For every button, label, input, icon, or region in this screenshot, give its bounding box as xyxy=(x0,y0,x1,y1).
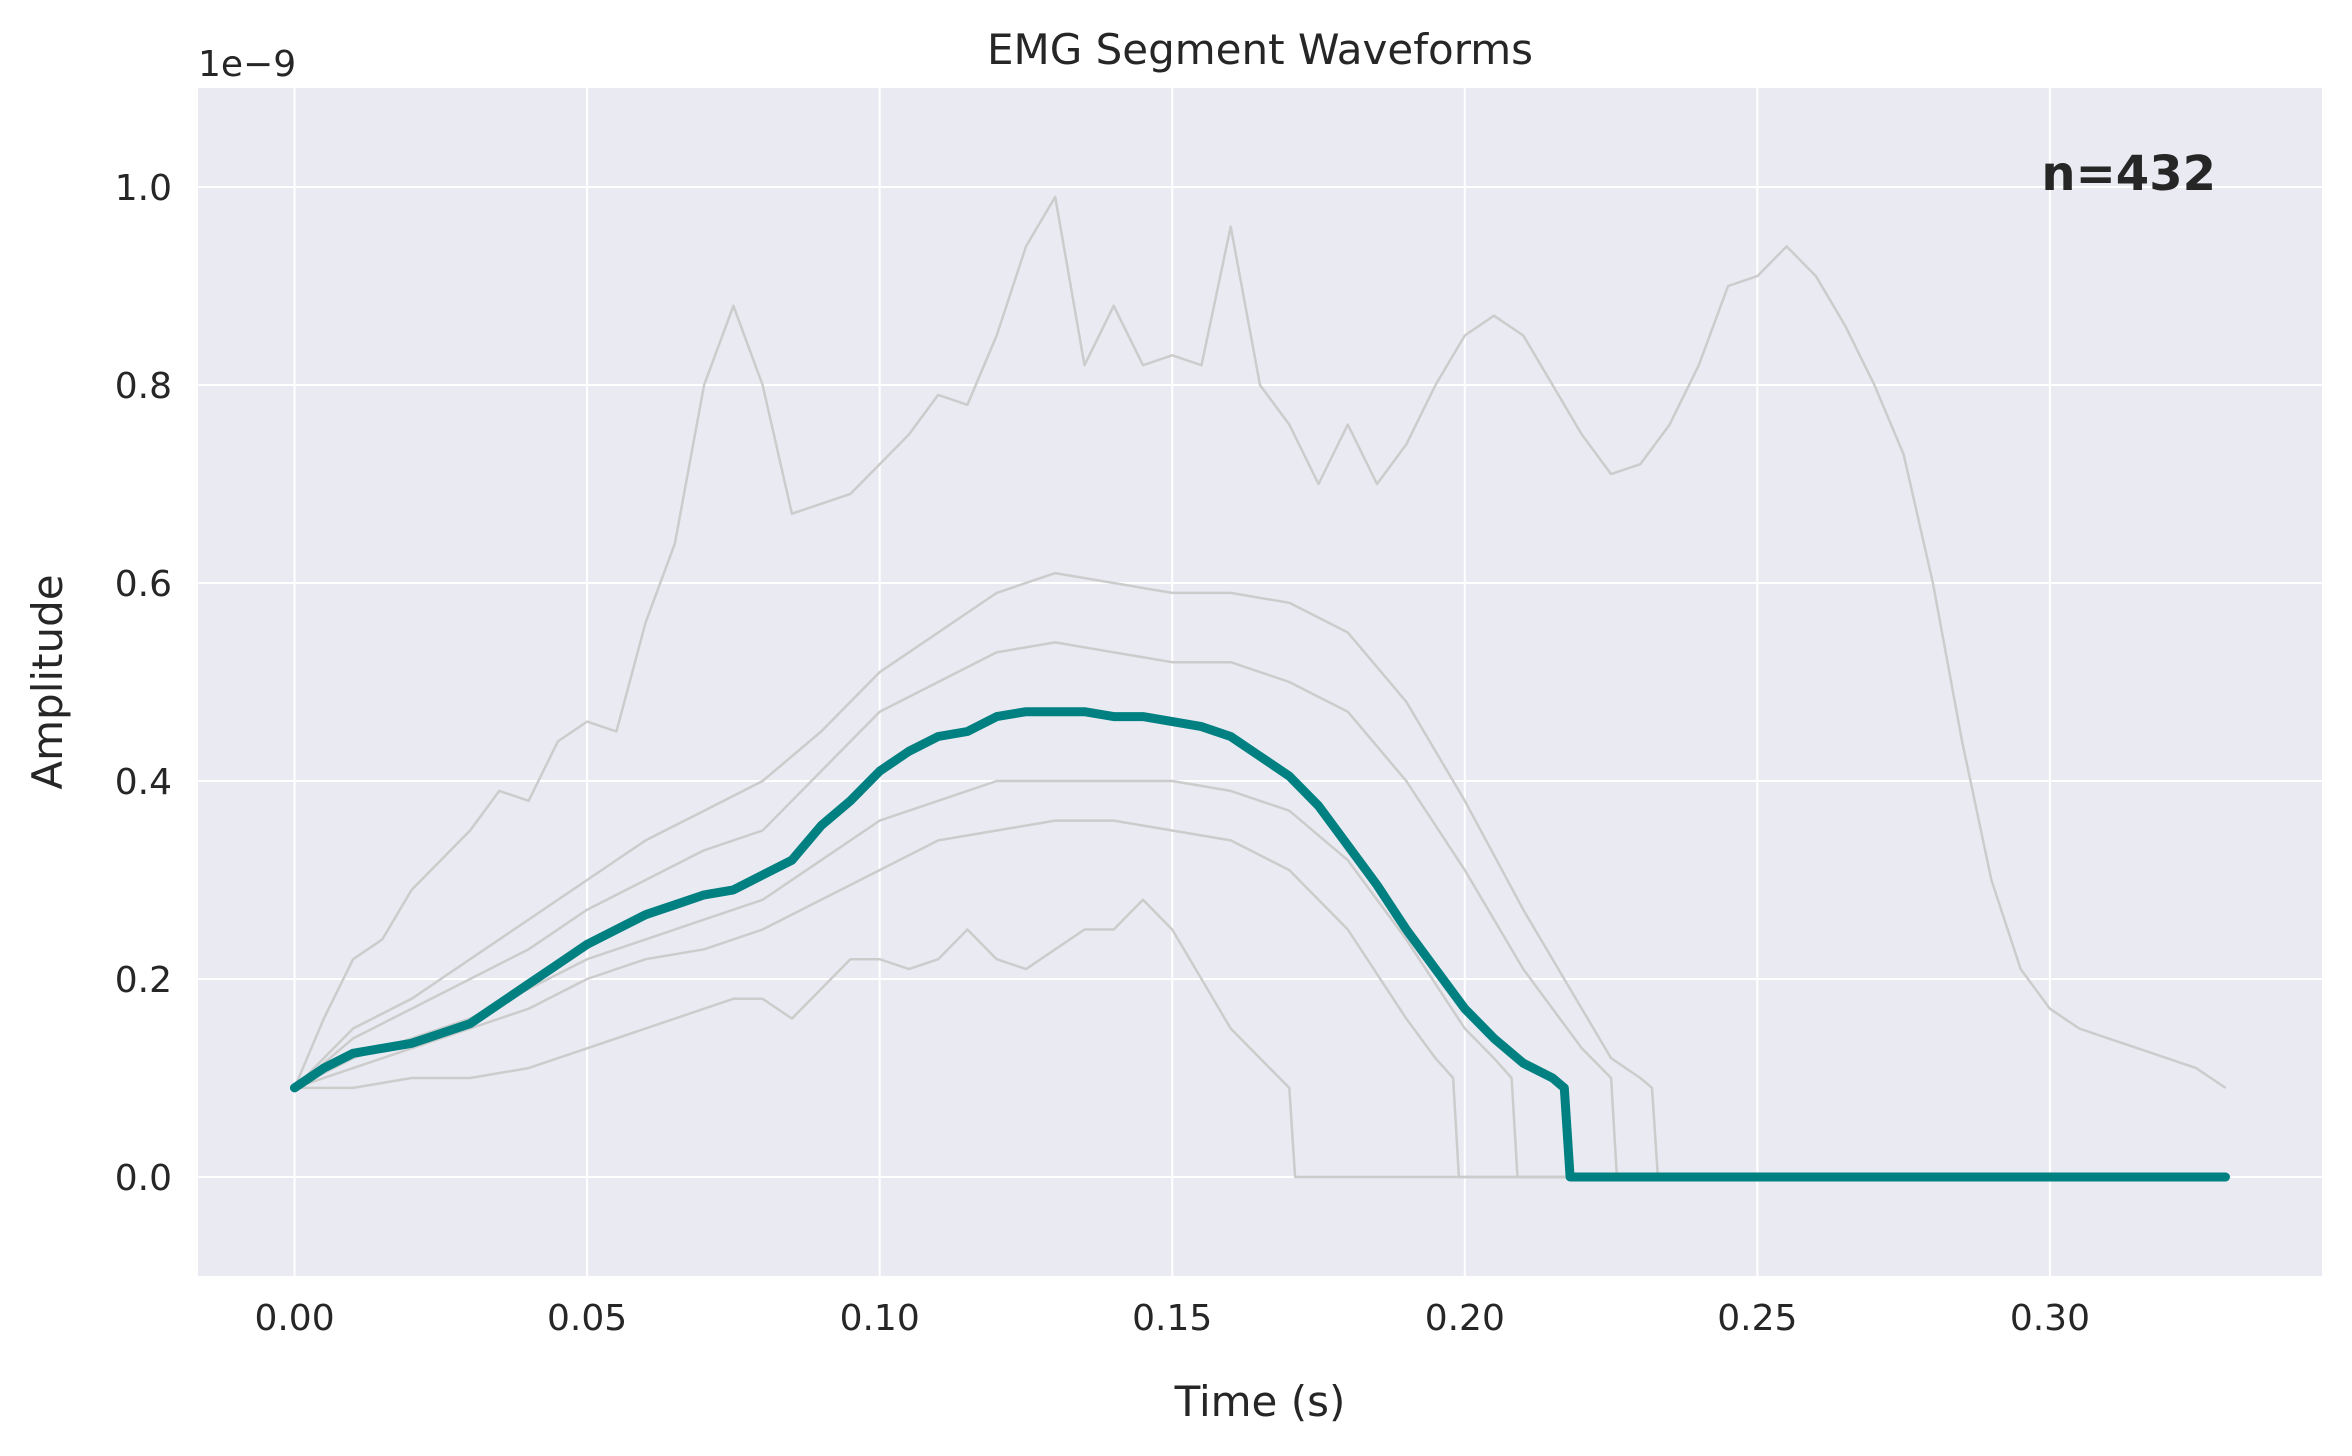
x-tick-label: 0.30 xyxy=(2010,1298,2090,1339)
plot-background xyxy=(198,88,2322,1276)
x-tick-label: 0.10 xyxy=(840,1298,920,1339)
y-tick-label: 0.8 xyxy=(115,366,172,407)
y-axis: 0.0 0.2 0.4 0.6 0.8 1.0 xyxy=(115,168,172,1199)
chart-title: EMG Segment Waveforms xyxy=(987,25,1533,74)
y-axis-offset-label: 1e−9 xyxy=(198,44,296,85)
envelope-line-5 xyxy=(294,898,2226,1179)
x-axis: 0.00 0.05 0.10 0.15 0.20 0.25 0.30 xyxy=(254,1298,2090,1339)
y-tick-label: 0.0 xyxy=(115,1158,172,1199)
y-tick-label: 1.0 xyxy=(115,168,172,209)
grid-layer xyxy=(198,88,2322,1276)
y-axis-label: Amplitude xyxy=(23,574,72,789)
median-line xyxy=(290,707,2230,1182)
x-tick-label: 0.15 xyxy=(1132,1298,1212,1339)
x-tick-label: 0.20 xyxy=(1425,1298,1505,1339)
y-tick-label: 0.6 xyxy=(115,564,172,605)
envelope-line-0 xyxy=(293,195,2227,1089)
envelope-line-4 xyxy=(294,819,2226,1179)
x-tick-label: 0.05 xyxy=(547,1298,627,1339)
envelope-line-2 xyxy=(293,641,2226,1179)
series-layer xyxy=(290,195,2230,1182)
x-tick-label: 0.25 xyxy=(1717,1298,1797,1339)
envelope-line-1 xyxy=(293,571,2226,1179)
x-axis-label: Time (s) xyxy=(1174,1377,1346,1426)
sample-count-annotation: n=432 xyxy=(2041,146,2216,202)
y-tick-label: 0.2 xyxy=(115,960,172,1001)
y-tick-label: 0.4 xyxy=(115,762,172,803)
x-tick-label: 0.00 xyxy=(254,1298,334,1339)
